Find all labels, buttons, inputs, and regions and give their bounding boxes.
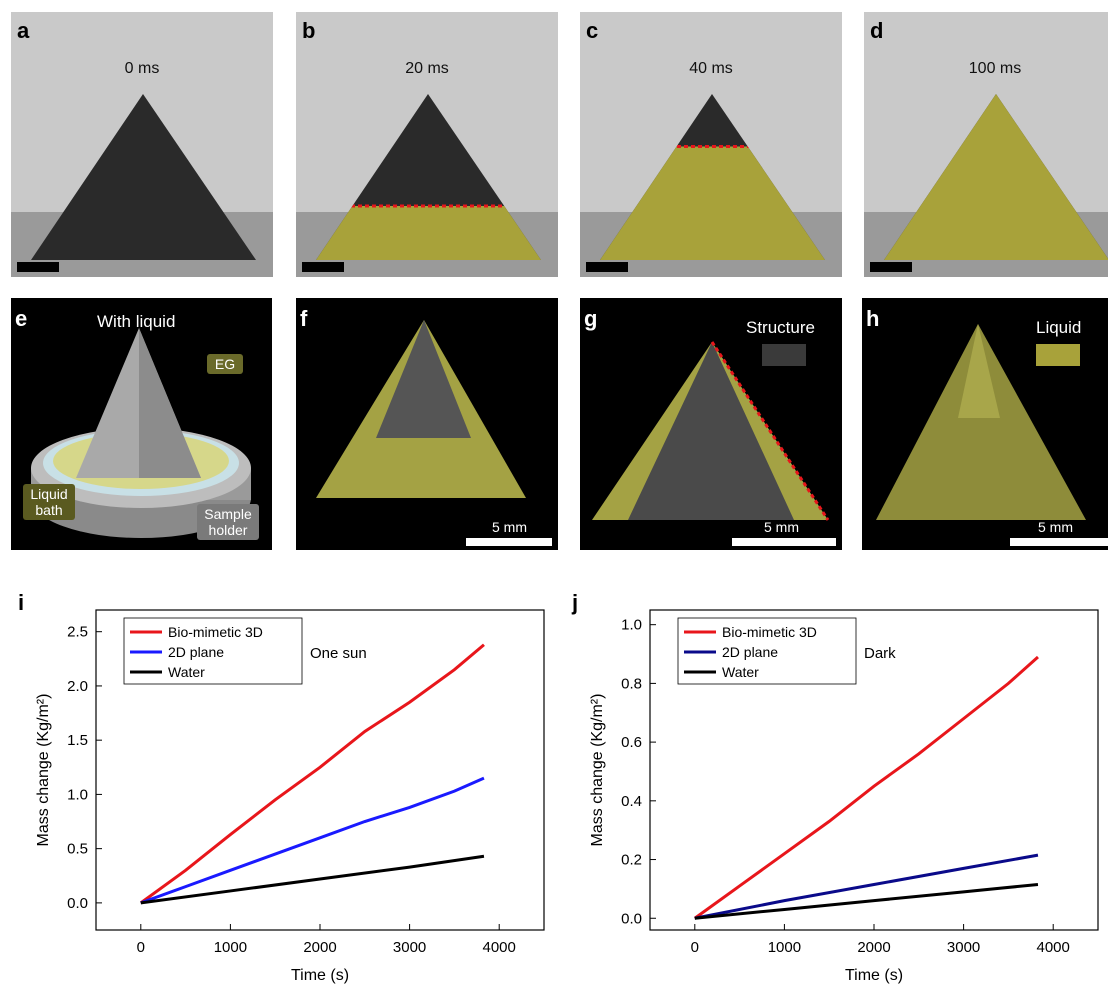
panel-label-h: h	[866, 306, 880, 331]
time-label-c: 40 ms	[689, 60, 733, 77]
panel-label-e: e	[15, 306, 28, 331]
panel-e-title: With liquid	[97, 312, 176, 331]
y-tick-label: 1.0	[67, 786, 88, 803]
legend-liquid-swatch	[1036, 344, 1080, 366]
scale-label-h: 5 mm	[1038, 519, 1073, 535]
x-tick-label: 4000	[1037, 939, 1070, 956]
liquid-bath-label: Liquid bath	[23, 484, 75, 520]
y-tick-label: 1.0	[621, 617, 642, 634]
series-line-water	[694, 883, 1039, 920]
legend-label: 2D plane	[168, 644, 224, 660]
y-axis-label: Mass change (Kg/m²)	[35, 694, 52, 847]
time-label-d: 100 ms	[968, 60, 1022, 77]
y-tick-label: 2.0	[67, 678, 88, 695]
scale-label-f: 5 mm	[492, 519, 527, 535]
chart-i: 0 1000 2000 3000 4000 0.0 0.5 1.0 1.5 2.0 2.5 Time …	[18, 590, 545, 984]
x-tick-label: 2000	[857, 939, 890, 956]
panel-label-j: j	[571, 590, 578, 615]
y-tick-label: 0.8	[621, 675, 642, 692]
panel-e: e With liquid EG Liquid bath Sample hold…	[11, 298, 272, 550]
chart-annotation: Dark	[864, 645, 896, 662]
scale-bar-d	[870, 262, 912, 272]
y-tick-label: 0.6	[621, 734, 642, 751]
cone-render-h	[876, 324, 1086, 520]
legend-liquid-label: Liquid	[1036, 318, 1082, 337]
scale-bar-b	[302, 262, 344, 272]
panel-g: g Structure 5 mm	[580, 298, 842, 550]
x-tick-label: 3000	[947, 939, 980, 956]
panel-c: c 40 ms	[580, 12, 842, 277]
panel-label-a: a	[17, 18, 30, 43]
cone-on-holder-illustration	[31, 328, 251, 538]
legend-label: Bio-mimetic 3D	[168, 624, 263, 640]
series-line-bio-mimetic-3d	[693, 655, 1039, 920]
y-tick-label: 2.5	[67, 624, 88, 641]
x-axis-label: Time (s)	[291, 967, 349, 984]
series-line-bio-mimetic-3d	[139, 643, 485, 905]
x-tick-label: 0	[691, 939, 699, 956]
x-tick-label: 4000	[483, 939, 516, 956]
legend-label: Water	[168, 664, 205, 680]
panel-a: a 0 ms	[11, 12, 273, 277]
panel-label-d: d	[870, 18, 884, 43]
y-tick-label: 0.0	[67, 895, 88, 912]
y-tick-label: 0.0	[621, 910, 642, 927]
panel-b: b 20 ms	[296, 12, 558, 277]
chart-j: 0 1000 2000 3000 4000 0.0 0.2 0.4 0.6 0.8 1.0 Time …	[571, 590, 1099, 984]
y-tick-label: 1.5	[67, 732, 88, 749]
x-axis-label: Time (s)	[845, 967, 903, 984]
y-axis-label: Mass change (Kg/m²)	[589, 694, 606, 847]
panel-label-g: g	[584, 306, 598, 331]
series-line-2d-plane	[140, 776, 485, 905]
y-tick-label: 0.4	[621, 793, 642, 810]
x-tick-label: 3000	[393, 939, 426, 956]
scale-bar-g	[732, 538, 836, 546]
x-tick-label: 1000	[214, 939, 247, 956]
series-line-2d-plane	[694, 853, 1039, 920]
x-tick-label: 2000	[303, 939, 336, 956]
scale-bar-f	[466, 538, 552, 546]
time-label-b: 20 ms	[405, 60, 449, 77]
legend-structure-swatch	[762, 344, 806, 366]
x-tick-label: 1000	[768, 939, 801, 956]
panel-label-i: i	[18, 590, 24, 615]
y-tick-label: 0.5	[67, 841, 88, 858]
legend-structure-label: Structure	[746, 318, 815, 337]
scale-label-g: 5 mm	[764, 519, 799, 535]
panel-label-f: f	[300, 306, 308, 331]
panel-label-b: b	[302, 18, 316, 43]
cone-cross-section-g	[592, 341, 830, 521]
scale-bar-a	[17, 262, 59, 272]
panel-f: f 5 mm	[296, 298, 558, 550]
panel-label-c: c	[586, 18, 599, 43]
panel-h: h Liquid 5 mm	[862, 298, 1108, 550]
chart-annotation: One sun	[310, 645, 367, 662]
scale-bar-h	[1010, 538, 1108, 546]
series-line-water	[140, 854, 485, 905]
sample-holder-label: Sample holder	[197, 504, 259, 540]
x-tick-label: 0	[137, 939, 145, 956]
scale-bar-c	[586, 262, 628, 272]
legend-label: Water	[722, 664, 759, 680]
eg-label: EG	[207, 354, 243, 374]
y-tick-label: 0.2	[621, 852, 642, 869]
cone-render-f	[316, 320, 526, 498]
legend-label: Bio-mimetic 3D	[722, 624, 817, 640]
legend-label: 2D plane	[722, 644, 778, 660]
panel-d: d 100 ms	[864, 12, 1108, 277]
time-label-a: 0 ms	[124, 60, 160, 77]
